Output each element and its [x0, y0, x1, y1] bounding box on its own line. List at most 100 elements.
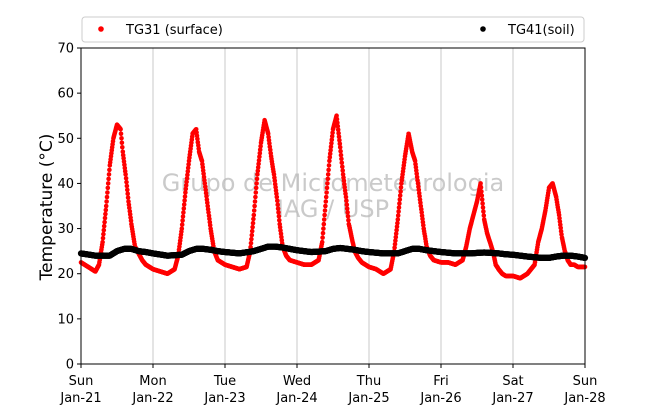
data-point [180, 218, 185, 223]
x-tick-day-label: Sun [573, 374, 598, 389]
data-point [256, 161, 261, 167]
data-point [322, 208, 328, 213]
data-point [328, 144, 334, 150]
data-point [392, 245, 397, 250]
data-point [256, 158, 262, 163]
legend-label-soil: TG41(soil) [507, 23, 575, 38]
data-point [106, 172, 112, 177]
x-tick-date-label: Jan-21 [59, 391, 101, 406]
data-point [107, 167, 112, 173]
data-point [181, 202, 187, 207]
data-point [321, 217, 327, 222]
legend: TG31 (surface) TG41(soil) [81, 16, 585, 43]
y-tick-label: 60 [57, 87, 74, 102]
data-point [182, 198, 187, 203]
data-point [275, 198, 280, 204]
data-point [481, 209, 486, 214]
y-axis-ticks: 0 10 20 30 40 50 60 70 [57, 42, 81, 373]
legend-marker-soil [480, 26, 486, 32]
data-point [251, 216, 256, 222]
vertical-gridlines [152, 48, 514, 364]
data-point [181, 210, 186, 215]
data-point [250, 224, 255, 230]
data-point [334, 113, 339, 118]
data-point [393, 238, 398, 243]
data-point [257, 147, 263, 153]
data-point [103, 211, 108, 217]
data-point [185, 169, 191, 174]
data-point [257, 151, 263, 156]
data-point [337, 138, 342, 143]
data-point [183, 183, 189, 188]
y-tick-label: 20 [57, 267, 74, 282]
data-point [329, 137, 335, 143]
x-tick-day-label: Mon [139, 374, 166, 389]
x-tick-date-label: Jan-24 [275, 391, 317, 406]
data-point [253, 190, 259, 195]
data-point [336, 134, 342, 140]
data-point [255, 172, 260, 177]
data-point [325, 181, 330, 186]
data-point [124, 179, 129, 185]
data-point [398, 189, 403, 194]
data-point [102, 219, 107, 225]
watermark-line-2: IAG / USP [277, 195, 389, 223]
x-tick-day-label: Fri [433, 374, 449, 389]
x-tick-day-label: Sun [69, 374, 94, 389]
data-point [397, 201, 402, 206]
data-point [322, 212, 327, 218]
data-point [478, 181, 483, 186]
data-point [480, 201, 485, 206]
data-point [275, 206, 281, 211]
data-point [481, 213, 487, 218]
data-point [394, 224, 400, 229]
data-point [327, 158, 332, 164]
plot-frame [80, 47, 586, 365]
data-point [253, 185, 259, 191]
data-point [340, 164, 345, 169]
data-point [180, 214, 186, 219]
data-point [340, 168, 346, 173]
data-point [276, 214, 282, 219]
data-point [125, 187, 130, 193]
data-point [181, 206, 187, 211]
data-point [255, 168, 261, 174]
legend-box [81, 16, 585, 43]
data-point [323, 203, 328, 209]
data-point [251, 212, 257, 218]
series-soil [77, 243, 589, 261]
data-point [123, 176, 129, 181]
data-point [344, 198, 349, 204]
data-point [101, 223, 107, 229]
data-point [338, 152, 344, 158]
data-point [394, 227, 399, 233]
data-series [77, 113, 589, 281]
data-point [335, 123, 341, 129]
data-point [100, 235, 106, 241]
data-point [275, 202, 281, 207]
data-point [320, 230, 326, 236]
x-tick-date-label: Jan-22 [131, 391, 173, 406]
data-point [395, 213, 401, 218]
data-point [119, 136, 124, 141]
data-point [118, 127, 123, 132]
data-point [183, 186, 189, 192]
data-point [104, 199, 109, 204]
data-point [125, 195, 131, 200]
data-point [119, 140, 125, 146]
data-point [338, 148, 343, 154]
data-point [103, 203, 109, 209]
data-point [185, 165, 191, 171]
data-point [393, 234, 399, 240]
x-tick-date-label: Jan-23 [203, 391, 245, 406]
legend-label-surface: TG31 (surface) [125, 23, 223, 38]
data-point [396, 205, 402, 210]
data-point [335, 127, 341, 133]
data-point [105, 190, 110, 195]
data-point [325, 172, 331, 177]
x-tick-day-label: Tue [213, 374, 236, 389]
data-point [103, 207, 109, 213]
data-point [327, 155, 333, 160]
data-point [334, 116, 340, 122]
